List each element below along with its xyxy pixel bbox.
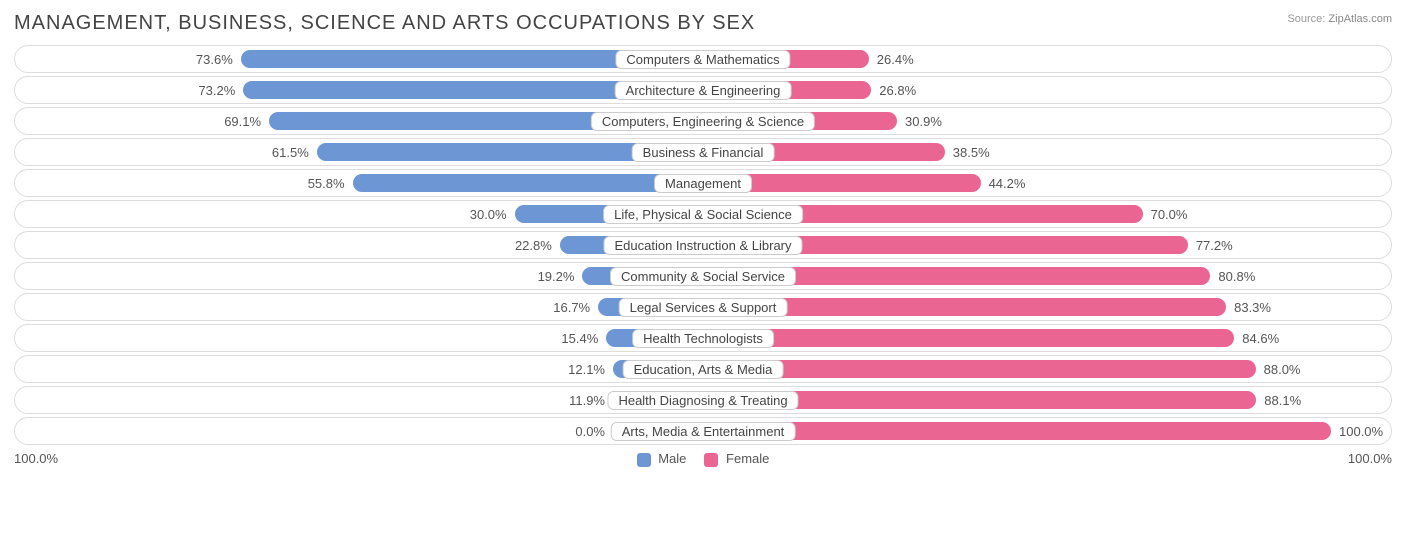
legend-female-label: Female <box>726 451 769 466</box>
category-label: Health Technologists <box>632 329 774 348</box>
female-pct: 26.8% <box>871 83 924 98</box>
male-bar <box>353 174 703 192</box>
male-pct: 12.1% <box>560 362 613 377</box>
chart-row-inner: 61.5% 38.5% Business & Financial <box>19 142 1387 162</box>
male-pct: 30.0% <box>462 207 515 222</box>
category-label: Life, Physical & Social Science <box>603 205 803 224</box>
chart-row-inner: 16.7% 83.3% Legal Services & Support <box>19 297 1387 317</box>
female-pct: 30.9% <box>897 114 950 129</box>
chart-row-inner: 15.4% 84.6% Health Technologists <box>19 328 1387 348</box>
male-pct: 16.7% <box>545 300 598 315</box>
chart-row: 30.0% 70.0% Life, Physical & Social Scienc… <box>14 200 1392 228</box>
female-pct: 100.0% <box>1331 424 1391 439</box>
female-side: 84.6% <box>703 328 1287 348</box>
chart-footer: 100.0% Male Female 100.0% <box>14 451 1392 467</box>
chart-row-inner: 22.8% 77.2% Education Instruction & Librar… <box>19 235 1387 255</box>
legend-male: Male <box>637 451 687 467</box>
female-pct: 88.1% <box>1256 393 1309 408</box>
chart-row: 15.4% 84.6% Health Technologists <box>14 324 1392 352</box>
male-pct: 73.2% <box>190 83 243 98</box>
female-pct: 70.0% <box>1143 207 1196 222</box>
male-pct: 11.9% <box>561 393 613 408</box>
male-swatch-icon <box>637 453 651 467</box>
category-label: Health Diagnosing & Treating <box>607 391 798 410</box>
chart-row-inner: 0.0%100.0%Arts, Media & Entertainment <box>19 421 1387 441</box>
chart-row: 73.2% 26.8% Architecture & Engineering <box>14 76 1392 104</box>
male-pct: 61.5% <box>264 145 317 160</box>
chart-row: 73.6% 26.4% Computers & Mathematics <box>14 45 1392 73</box>
chart-row: 19.2% 80.8% Community & Social Service <box>14 262 1392 290</box>
chart-row: 61.5% 38.5% Business & Financial <box>14 138 1392 166</box>
legend-female: Female <box>704 451 769 467</box>
category-label: Arts, Media & Entertainment <box>611 422 796 441</box>
category-label: Education Instruction & Library <box>603 236 802 255</box>
chart-row-inner: 55.8% 44.2% Management <box>19 173 1387 193</box>
legend: Male Female <box>637 451 770 467</box>
male-pct: 19.2% <box>530 269 583 284</box>
chart-row-inner: 73.2% 26.8% Architecture & Engineering <box>19 80 1387 100</box>
category-label: Education, Arts & Media <box>623 360 784 379</box>
category-label: Business & Financial <box>632 143 775 162</box>
chart-title: MANAGEMENT, BUSINESS, SCIENCE AND ARTS O… <box>14 12 755 35</box>
axis-right-label: 100.0% <box>1348 451 1392 466</box>
chart-row-inner: 30.0% 70.0% Life, Physical & Social Scienc… <box>19 204 1387 224</box>
category-label: Architecture & Engineering <box>615 81 792 100</box>
female-pct: 38.5% <box>945 145 998 160</box>
axis-left-label: 100.0% <box>14 451 58 466</box>
male-pct: 69.1% <box>216 114 269 129</box>
chart-row-inner: 69.1% 30.9% Computers, Engineering & Scien… <box>19 111 1387 131</box>
source-value: ZipAtlas.com <box>1328 13 1392 25</box>
category-label: Legal Services & Support <box>619 298 788 317</box>
chart-row: 69.1% 30.9% Computers, Engineering & Scien… <box>14 107 1392 135</box>
female-pct: 26.4% <box>869 52 922 67</box>
source-label: Source: <box>1287 13 1325 25</box>
female-pct: 80.8% <box>1210 269 1263 284</box>
chart-header: MANAGEMENT, BUSINESS, SCIENCE AND ARTS O… <box>14 12 1392 35</box>
chart-row: 11.9% 88.1% Health Diagnosing & Treating <box>14 386 1392 414</box>
category-label: Computers & Mathematics <box>615 50 790 69</box>
chart-row-inner: 73.6% 26.4% Computers & Mathematics <box>19 49 1387 69</box>
female-side: 88.0% <box>703 359 1309 379</box>
male-pct: 0.0% <box>567 424 613 439</box>
chart-row: 22.8% 77.2% Education Instruction & Librar… <box>14 231 1392 259</box>
female-bar <box>703 360 1256 378</box>
female-bar <box>703 422 1331 440</box>
female-pct: 88.0% <box>1256 362 1309 377</box>
male-pct: 55.8% <box>300 176 353 191</box>
female-side: 44.2% <box>703 173 1033 193</box>
female-pct: 83.3% <box>1226 300 1279 315</box>
female-pct: 44.2% <box>981 176 1034 191</box>
male-pct: 73.6% <box>188 52 241 67</box>
female-side: 83.3% <box>703 297 1279 317</box>
male-side: 55.8% <box>300 173 703 193</box>
chart-rows: 73.6% 26.4% Computers & Mathematics 73.2% 26… <box>14 45 1392 445</box>
female-pct: 77.2% <box>1188 238 1241 253</box>
category-label: Community & Social Service <box>610 267 796 286</box>
male-pct: 22.8% <box>507 238 560 253</box>
chart-row-inner: 11.9% 88.1% Health Diagnosing & Treating <box>19 390 1387 410</box>
chart-row-inner: 12.1% 88.0% Education, Arts & Media <box>19 359 1387 379</box>
male-pct: 15.4% <box>553 331 606 346</box>
chart-row: 55.8% 44.2% Management <box>14 169 1392 197</box>
chart-row: 0.0% 100.0% Arts, Media & Entertainment <box>14 417 1392 445</box>
chart-row-inner: 19.2% 80.8% Community & Social Service <box>19 266 1387 286</box>
chart-row: 12.1% 88.0% Education, Arts & Media <box>14 355 1392 383</box>
female-side: 100.0% <box>703 421 1391 441</box>
legend-male-label: Male <box>658 451 686 466</box>
chart-source: Source: ZipAtlas.com <box>1287 12 1392 26</box>
female-pct: 84.6% <box>1234 331 1287 346</box>
category-label: Computers, Engineering & Science <box>591 112 815 131</box>
chart-row: 16.7% 83.3% Legal Services & Support <box>14 293 1392 321</box>
female-bar <box>703 329 1234 347</box>
female-swatch-icon <box>704 453 718 467</box>
category-label: Management <box>654 174 752 193</box>
